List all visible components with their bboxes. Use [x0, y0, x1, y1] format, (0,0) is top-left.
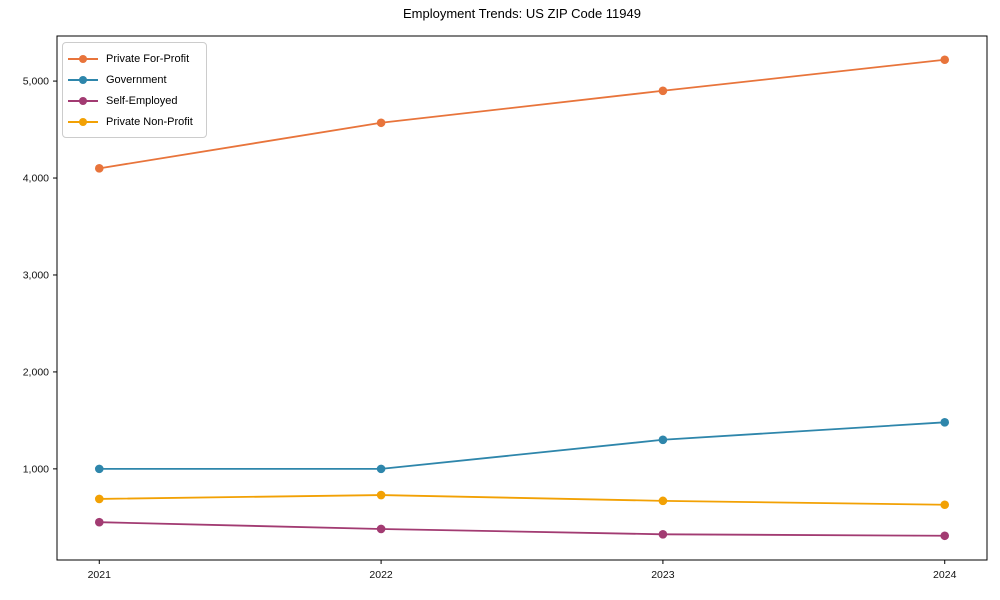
- data-point-marker: [376, 490, 386, 500]
- data-point-marker: [940, 55, 950, 65]
- data-point-marker: [376, 524, 386, 534]
- data-point-marker: [658, 435, 668, 445]
- legend-item: Government: [68, 69, 200, 90]
- legend-marker-icon: [68, 54, 98, 64]
- legend-marker-icon: [68, 117, 98, 127]
- legend-item: Private For-Profit: [68, 48, 200, 69]
- x-tick-label: 2024: [933, 569, 957, 581]
- data-point-marker: [376, 118, 386, 128]
- legend-label: Self-Employed: [106, 94, 178, 107]
- series-line: [99, 521, 945, 537]
- data-point-marker: [658, 86, 668, 96]
- data-point-marker: [940, 500, 950, 510]
- series-line: [99, 58, 945, 170]
- data-point-marker: [940, 418, 950, 427]
- y-tick-label: 5,000: [23, 76, 49, 88]
- y-tick-label: 2,000: [23, 366, 49, 378]
- legend-label: Private For-Profit: [106, 52, 190, 65]
- legend-label: Private Non-Profit: [106, 115, 193, 128]
- x-tick-label: 2021: [88, 569, 112, 581]
- y-tick-label: 3,000: [23, 269, 49, 281]
- chart-legend: Private For-Profit Government Self-Employe…: [62, 42, 207, 138]
- y-tick-label: 4,000: [23, 173, 49, 185]
- data-point-marker: [94, 464, 104, 474]
- legend-item: Private Non-Profit: [68, 111, 200, 132]
- x-tick-label: 2022: [369, 569, 393, 581]
- plot-frame: [56, 35, 988, 561]
- data-point-marker: [940, 531, 950, 541]
- data-point-marker: [658, 530, 668, 539]
- data-point-marker: [94, 517, 104, 527]
- series-line: [99, 494, 945, 506]
- y-tick-label: 1,000: [23, 463, 49, 475]
- legend-marker-icon: [68, 75, 98, 85]
- x-tick-label: 2023: [651, 569, 675, 581]
- data-point-marker: [94, 494, 104, 504]
- data-point-marker: [658, 496, 668, 506]
- legend-item: Self-Employed: [68, 90, 200, 111]
- data-point-marker: [376, 464, 386, 474]
- data-point-marker: [94, 164, 104, 173]
- chart-title: Employment Trends: US ZIP Code 11949: [403, 6, 641, 21]
- legend-marker-icon: [68, 96, 98, 106]
- legend-label: Government: [106, 73, 167, 86]
- series-line: [99, 421, 945, 470]
